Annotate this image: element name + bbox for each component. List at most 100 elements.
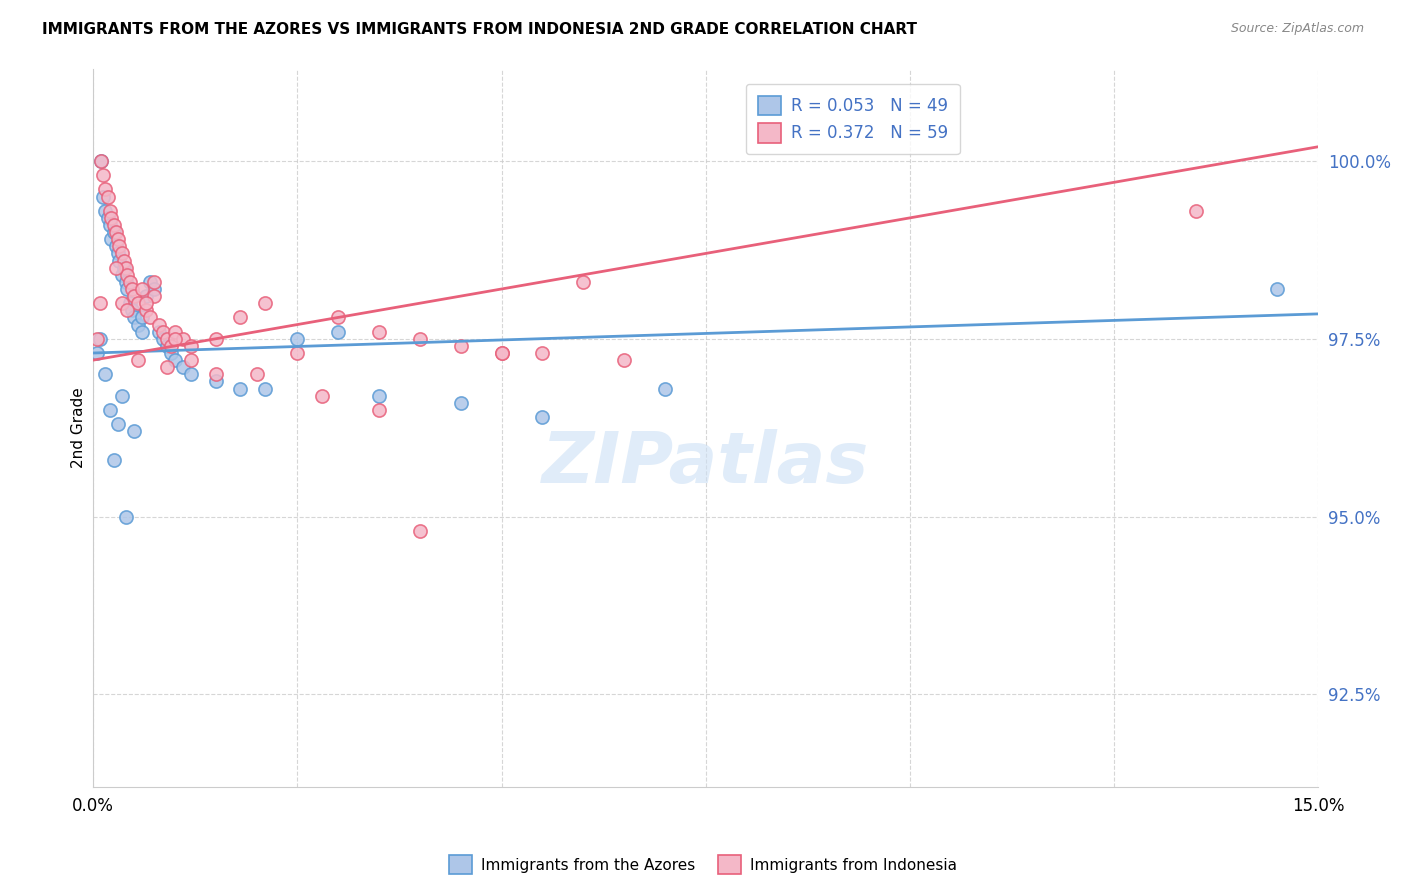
- Point: [163, 353, 186, 368]
- Point: [111, 268, 134, 282]
- Point: [654, 382, 676, 396]
- Point: [368, 325, 391, 339]
- Point: [613, 353, 636, 368]
- Point: [172, 332, 194, 346]
- Point: [159, 339, 181, 353]
- Point: [1267, 282, 1289, 296]
- Point: [117, 268, 139, 282]
- Point: [105, 225, 128, 239]
- Point: [117, 303, 139, 318]
- Point: [103, 452, 125, 467]
- Point: [148, 325, 170, 339]
- Point: [180, 353, 202, 368]
- Point: [97, 189, 120, 203]
- Point: [89, 296, 111, 310]
- Point: [98, 203, 121, 218]
- Point: [163, 332, 186, 346]
- Point: [86, 332, 108, 346]
- Point: [531, 346, 554, 360]
- Point: [100, 211, 122, 225]
- Point: [105, 239, 128, 253]
- Point: [94, 182, 117, 196]
- Point: [172, 360, 194, 375]
- Point: [111, 246, 134, 260]
- Point: [229, 382, 252, 396]
- Point: [156, 339, 179, 353]
- Point: [131, 310, 153, 325]
- Point: [94, 368, 117, 382]
- Point: [204, 332, 226, 346]
- Point: [1184, 203, 1206, 218]
- Point: [152, 325, 174, 339]
- Point: [152, 332, 174, 346]
- Point: [253, 382, 276, 396]
- Point: [117, 282, 139, 296]
- Point: [115, 260, 138, 275]
- Point: [131, 325, 153, 339]
- Point: [311, 389, 333, 403]
- Point: [115, 509, 138, 524]
- Point: [127, 318, 149, 332]
- Point: [368, 403, 391, 417]
- Point: [204, 375, 226, 389]
- Point: [103, 225, 125, 239]
- Point: [107, 232, 129, 246]
- Point: [108, 253, 131, 268]
- Point: [450, 396, 472, 410]
- Point: [245, 368, 267, 382]
- Point: [572, 275, 595, 289]
- Point: [229, 310, 252, 325]
- Point: [328, 310, 350, 325]
- Point: [491, 346, 513, 360]
- Point: [491, 346, 513, 360]
- Point: [409, 332, 432, 346]
- Point: [131, 282, 153, 296]
- Point: [91, 189, 114, 203]
- Point: [100, 232, 122, 246]
- Point: [121, 303, 143, 318]
- Point: [115, 275, 138, 289]
- Point: [143, 282, 166, 296]
- Point: [135, 303, 157, 318]
- Point: [127, 353, 149, 368]
- Point: [285, 332, 308, 346]
- Point: [98, 403, 121, 417]
- Point: [180, 339, 202, 353]
- Legend: R = 0.053   N = 49, R = 0.372   N = 59: R = 0.053 N = 49, R = 0.372 N = 59: [745, 84, 960, 154]
- Point: [122, 289, 145, 303]
- Point: [531, 410, 554, 425]
- Point: [135, 289, 157, 303]
- Point: [107, 417, 129, 431]
- Point: [118, 275, 141, 289]
- Point: [112, 260, 135, 275]
- Point: [285, 346, 308, 360]
- Point: [90, 153, 112, 168]
- Text: ZIPatlas: ZIPatlas: [543, 429, 869, 498]
- Point: [328, 325, 350, 339]
- Point: [122, 310, 145, 325]
- Point: [86, 346, 108, 360]
- Point: [118, 296, 141, 310]
- Point: [112, 253, 135, 268]
- Point: [89, 332, 111, 346]
- Point: [107, 246, 129, 260]
- Point: [127, 296, 149, 310]
- Point: [90, 153, 112, 168]
- Point: [253, 296, 276, 310]
- Text: IMMIGRANTS FROM THE AZORES VS IMMIGRANTS FROM INDONESIA 2ND GRADE CORRELATION CH: IMMIGRANTS FROM THE AZORES VS IMMIGRANTS…: [42, 22, 917, 37]
- Point: [103, 218, 125, 232]
- Point: [139, 275, 162, 289]
- Text: Source: ZipAtlas.com: Source: ZipAtlas.com: [1230, 22, 1364, 36]
- Y-axis label: 2nd Grade: 2nd Grade: [72, 387, 86, 468]
- Point: [105, 260, 128, 275]
- Point: [135, 296, 157, 310]
- Point: [111, 389, 134, 403]
- Point: [139, 310, 162, 325]
- Point: [122, 424, 145, 438]
- Point: [111, 296, 134, 310]
- Point: [121, 282, 143, 296]
- Point: [108, 239, 131, 253]
- Legend: Immigrants from the Azores, Immigrants from Indonesia: Immigrants from the Azores, Immigrants f…: [443, 849, 963, 880]
- Point: [156, 360, 179, 375]
- Point: [148, 318, 170, 332]
